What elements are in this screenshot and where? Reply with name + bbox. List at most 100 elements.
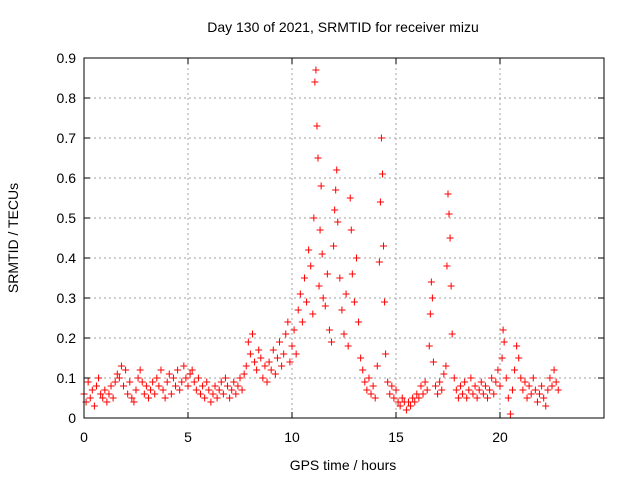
- x-axis-label: GPS time / hours: [290, 457, 397, 473]
- data-point: [280, 350, 288, 358]
- x-tick-label: 10: [284, 429, 300, 445]
- data-point: [525, 382, 533, 390]
- data-point: [263, 378, 271, 386]
- data-point: [554, 386, 562, 394]
- data-point: [219, 390, 227, 398]
- data-point: [517, 374, 525, 382]
- data-point: [318, 250, 326, 258]
- data-point: [376, 198, 384, 206]
- data-point: [111, 378, 119, 386]
- data-point: [107, 382, 115, 390]
- data-point: [417, 382, 425, 390]
- data-point: [527, 390, 535, 398]
- data-point: [481, 382, 489, 390]
- data-point: [132, 386, 140, 394]
- data-point: [323, 270, 331, 278]
- data-point: [332, 186, 340, 194]
- data-point: [269, 346, 277, 354]
- data-point: [155, 382, 163, 390]
- data-point: [338, 306, 346, 314]
- data-point: [228, 386, 236, 394]
- data-point: [363, 386, 371, 394]
- data-point: [124, 390, 132, 398]
- data-point: [238, 386, 246, 394]
- data-point: [459, 390, 467, 398]
- data-point: [192, 386, 200, 394]
- data-point: [292, 350, 300, 358]
- data-point: [340, 330, 348, 338]
- data-point: [95, 374, 103, 382]
- data-point: [465, 386, 473, 394]
- axis-ticks: [83, 57, 604, 419]
- data-point: [390, 394, 398, 402]
- data-point: [398, 394, 406, 402]
- data-point: [240, 370, 248, 378]
- data-point: [194, 374, 202, 382]
- data-point: [328, 338, 336, 346]
- data-point: [147, 386, 155, 394]
- data-point: [336, 274, 344, 282]
- data-point: [423, 386, 431, 394]
- data-point: [115, 374, 123, 382]
- data-point: [469, 390, 477, 398]
- data-point: [305, 246, 313, 254]
- data-point: [550, 366, 558, 374]
- data-point: [381, 298, 389, 306]
- data-point: [367, 390, 375, 398]
- y-tick-label: 0.4: [57, 250, 77, 266]
- grid: [84, 58, 604, 418]
- data-point: [316, 226, 324, 234]
- data-point: [429, 358, 437, 366]
- data-point: [120, 382, 128, 390]
- data-point: [529, 374, 537, 382]
- data-point: [313, 122, 321, 130]
- y-tick-label: 0.6: [57, 170, 77, 186]
- y-axis-label: SRMTID / TECUs: [5, 183, 21, 293]
- data-point: [443, 262, 451, 270]
- data-point: [382, 350, 390, 358]
- data-point: [310, 214, 318, 222]
- data-point: [371, 394, 379, 402]
- data-point: [271, 370, 279, 378]
- data-point: [479, 390, 487, 398]
- data-point: [359, 366, 367, 374]
- data-point: [499, 326, 507, 334]
- data-point: [126, 378, 134, 386]
- data-point: [186, 370, 194, 378]
- data-point: [236, 374, 244, 382]
- data-point: [445, 210, 453, 218]
- data-point: [504, 394, 512, 402]
- data-point: [486, 386, 494, 394]
- data-point: [506, 410, 514, 418]
- data-point: [350, 298, 358, 306]
- data-point: [172, 382, 180, 390]
- data-point: [369, 382, 377, 390]
- data-point: [128, 394, 136, 402]
- data-point: [373, 362, 381, 370]
- data-point: [221, 374, 229, 382]
- data-point: [415, 394, 423, 402]
- data-point: [344, 342, 352, 350]
- data-point: [92, 382, 100, 390]
- data-point: [392, 386, 400, 394]
- data-point: [113, 370, 121, 378]
- data-point: [452, 386, 460, 394]
- data-point: [426, 310, 434, 318]
- data-point: [488, 374, 496, 382]
- data-point: [178, 378, 186, 386]
- y-tick-label: 0.9: [57, 50, 77, 66]
- data-point: [450, 374, 458, 382]
- data-point: [153, 374, 161, 382]
- data-point: [90, 402, 98, 410]
- data-point: [312, 66, 320, 74]
- data-point: [234, 382, 242, 390]
- data-point: [519, 386, 527, 394]
- data-point: [477, 378, 485, 386]
- data-point: [286, 358, 294, 366]
- data-point: [224, 382, 232, 390]
- data-point: [182, 374, 190, 382]
- data-point: [303, 298, 311, 306]
- data-point: [502, 374, 510, 382]
- data-point: [492, 378, 500, 386]
- data-point: [388, 382, 396, 390]
